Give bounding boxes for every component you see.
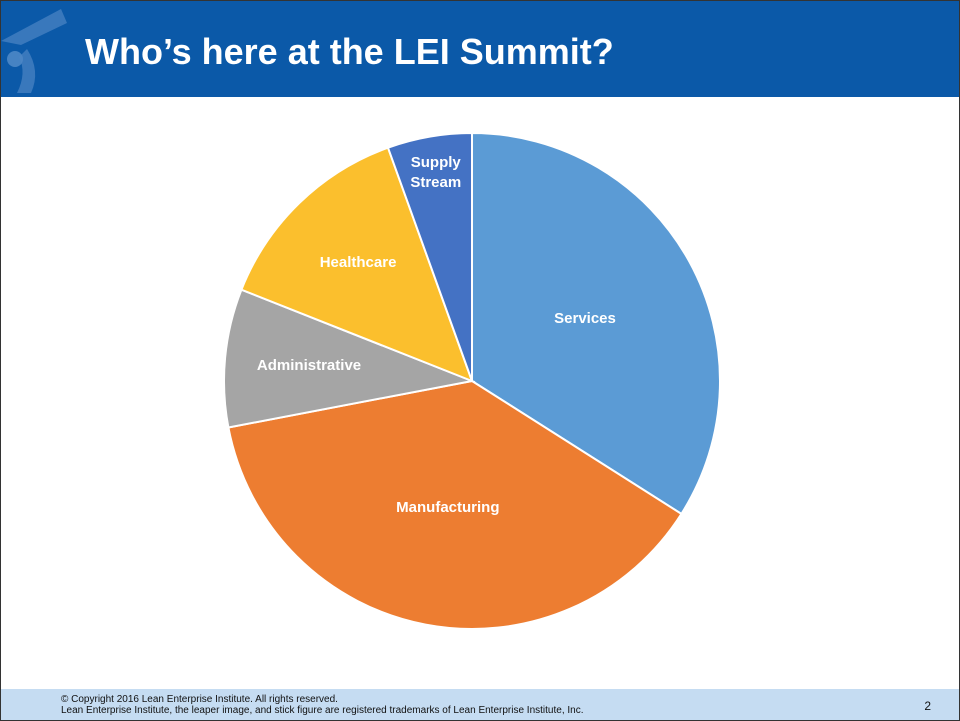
pie-slice <box>227 379 683 630</box>
slice-label: Services <box>554 309 616 327</box>
pie-chart <box>223 131 721 630</box>
slice-label: Supply Stream <box>410 154 462 192</box>
logo <box>1 9 67 93</box>
slice-label: Administrative <box>256 356 362 374</box>
trademark: Lean Enterprise Institute, the leaper im… <box>61 705 584 716</box>
slice-label: Manufacturing <box>396 498 500 516</box>
pie-slice <box>386 131 473 382</box>
footer: © Copyright 2016 Lean Enterprise Institu… <box>1 689 959 720</box>
slice-label: Healthcare <box>319 254 397 272</box>
slide-title: Who’s here at the LEI Summit? <box>85 31 614 72</box>
header: Who’s here at the LEI Summit? <box>1 1 959 97</box>
copyright: © Copyright 2016 Lean Enterprise Institu… <box>61 694 338 705</box>
pie-slice <box>240 146 474 383</box>
page-number: 2 <box>924 699 931 713</box>
pie-slice <box>471 131 721 516</box>
pie-slice <box>223 288 476 429</box>
